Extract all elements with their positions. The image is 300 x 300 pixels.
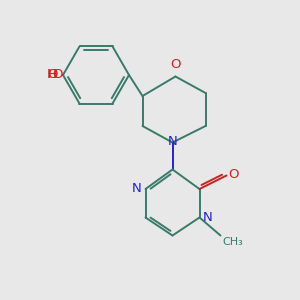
Text: N: N <box>202 211 212 224</box>
Text: O: O <box>170 58 181 71</box>
Text: N: N <box>132 182 142 196</box>
Text: H: H <box>48 68 58 82</box>
Text: O: O <box>47 68 58 82</box>
Text: N: N <box>168 135 177 148</box>
Text: CH₃: CH₃ <box>222 237 243 247</box>
Text: H: H <box>47 68 57 82</box>
Text: O: O <box>52 68 62 82</box>
Text: O: O <box>228 167 238 181</box>
